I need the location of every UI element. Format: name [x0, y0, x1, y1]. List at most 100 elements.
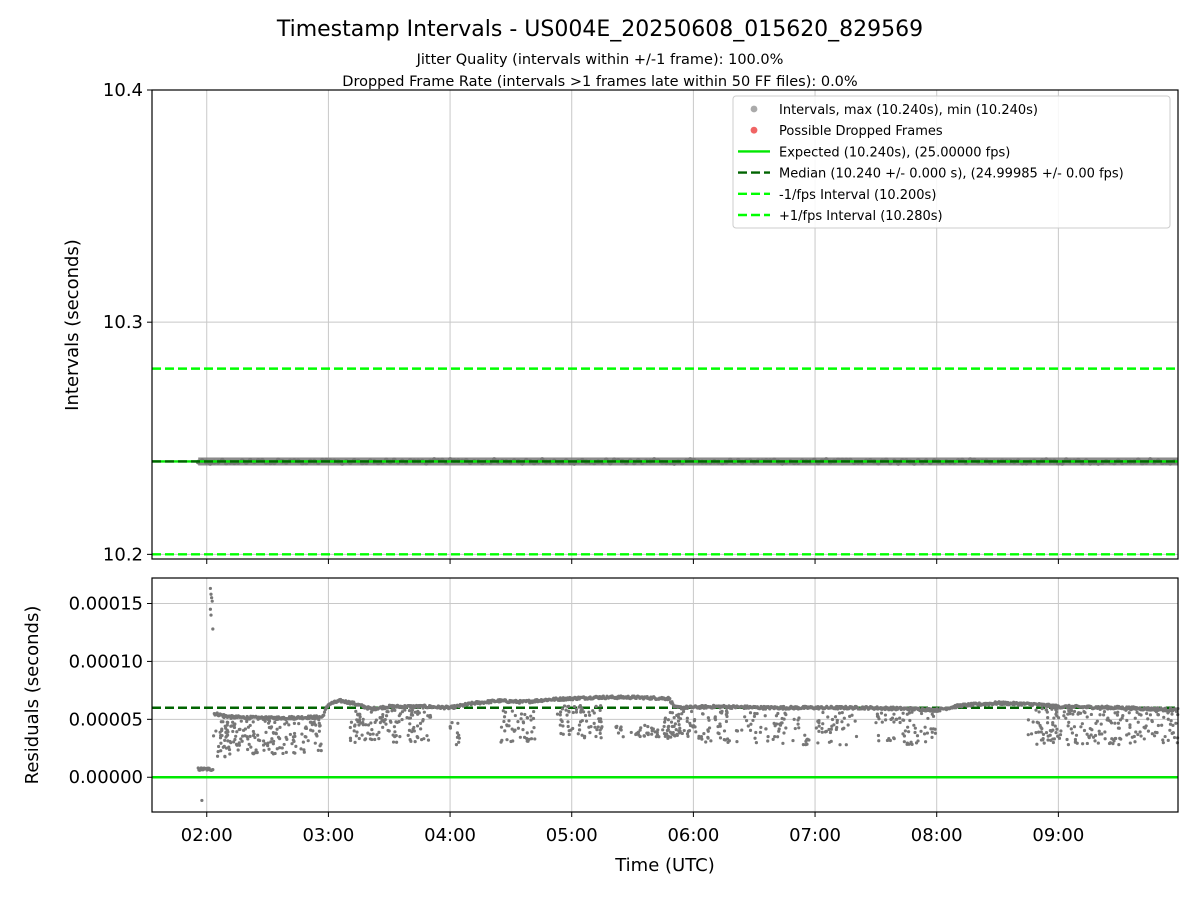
- residual-point: [358, 715, 362, 719]
- residual-point: [1161, 741, 1165, 745]
- residual-point: [1064, 716, 1068, 720]
- residual-point: [702, 731, 706, 736]
- residual-point: [293, 734, 297, 738]
- residual-point: [820, 730, 824, 734]
- residual-point: [1085, 715, 1089, 719]
- residual-point: [600, 725, 604, 729]
- residual-point: [766, 739, 770, 743]
- residual-point: [1131, 707, 1135, 711]
- residual-point: [391, 733, 395, 737]
- residual-point: [263, 719, 267, 723]
- residual-point: [560, 719, 564, 724]
- residual-point: [1128, 725, 1132, 729]
- residual-point: [801, 743, 805, 747]
- residual-point: [700, 737, 704, 741]
- residual-point: [266, 741, 270, 745]
- residual-point: [649, 726, 654, 730]
- residual-point: [318, 744, 322, 748]
- residual-point: [252, 732, 256, 736]
- residual-point: [237, 741, 241, 745]
- residual-point: [269, 740, 273, 744]
- residual-point: [594, 704, 598, 708]
- residual-point: [261, 743, 266, 747]
- residual-point: [398, 735, 402, 739]
- residual-point: [662, 724, 666, 729]
- residual-point: [775, 722, 779, 726]
- residual-point: [599, 736, 603, 740]
- residual-point: [1160, 723, 1164, 727]
- residual-point: [1085, 732, 1089, 736]
- residual-point: [389, 720, 393, 724]
- residual-point: [1120, 716, 1124, 720]
- residual-point: [558, 723, 562, 727]
- legend-entry-label: Median (10.240 +/- 0.000 s), (24.99985 +…: [779, 167, 1124, 182]
- bottom-panel-frame: [151, 577, 1179, 813]
- residual-point: [663, 720, 667, 724]
- residual-point: [567, 704, 571, 708]
- residual-point: [531, 716, 536, 721]
- residual-point: [709, 739, 713, 743]
- residual-point: [848, 714, 852, 718]
- top-panel-ticks: 10.2 10.3 10.4: [103, 80, 1059, 565]
- residual-point: [309, 720, 313, 724]
- residual-point: [842, 716, 846, 720]
- residual-point: [267, 747, 271, 751]
- residual-point: [592, 721, 596, 725]
- residual-point: [803, 733, 807, 737]
- residual-point: [677, 729, 681, 733]
- residual-point: [348, 738, 353, 743]
- residual-point: [1161, 738, 1165, 742]
- residual-point: [255, 750, 259, 755]
- residual-point: [386, 728, 390, 733]
- residual-point: [672, 724, 676, 728]
- residual-outlier-point: [200, 798, 204, 803]
- residual-outlier-point: [210, 596, 214, 600]
- residual-point: [793, 726, 797, 731]
- residual-point: [231, 720, 235, 724]
- residual-point: [313, 741, 317, 745]
- residual-point: [718, 722, 722, 726]
- residual-point: [753, 711, 757, 716]
- residual-point: [1031, 720, 1035, 724]
- residual-point: [771, 737, 775, 741]
- residual-point: [364, 723, 368, 727]
- residual-point: [1040, 707, 1044, 711]
- legend-marker-dot: [750, 126, 758, 134]
- residual-point: [735, 740, 739, 744]
- residual-point: [221, 745, 225, 749]
- residual-point: [299, 747, 303, 751]
- residual-point: [353, 740, 357, 744]
- residual-point: [782, 731, 786, 735]
- residual-point: [426, 738, 431, 742]
- residual-point: [232, 725, 237, 730]
- residual-point: [1091, 735, 1096, 739]
- residual-point: [1156, 723, 1160, 728]
- residual-point: [248, 723, 252, 728]
- x-tick-label: 08:00: [911, 825, 963, 846]
- residual-point: [1116, 710, 1120, 714]
- residual-point: [646, 732, 650, 737]
- residual-point: [394, 734, 398, 738]
- residual-point: [666, 718, 670, 722]
- residual-point: [525, 716, 530, 720]
- residual-point: [1041, 732, 1046, 736]
- residual-point: [251, 729, 255, 734]
- residual-point: [676, 719, 681, 723]
- residual-point: [1058, 733, 1063, 737]
- residual-point: [853, 719, 857, 723]
- residual-point: [519, 717, 523, 721]
- residual-point: [1127, 711, 1131, 715]
- x-tick-label: 07:00: [789, 825, 841, 846]
- residual-point: [457, 740, 461, 744]
- residual-point: [773, 735, 777, 739]
- residual-point: [680, 712, 684, 716]
- residual-point: [510, 727, 514, 731]
- residual-point: [233, 722, 237, 726]
- residual-point: [503, 710, 508, 714]
- residual-point: [392, 725, 397, 729]
- residual-point: [766, 735, 770, 739]
- residual-point: [413, 740, 417, 744]
- residual-point: [829, 727, 833, 731]
- residual-point: [1044, 730, 1049, 735]
- residual-point: [525, 731, 529, 735]
